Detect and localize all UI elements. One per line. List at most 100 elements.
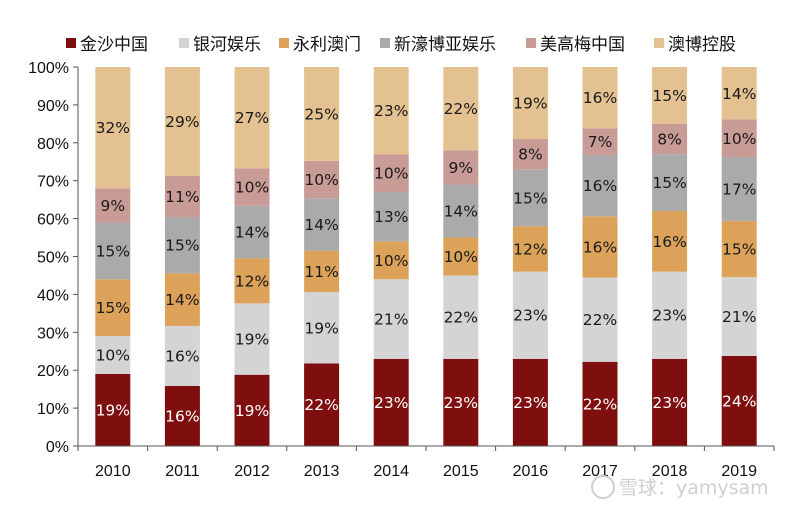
y-tick-label: 20% xyxy=(37,363,69,380)
bar-segment xyxy=(95,373,131,446)
data-label: 16% xyxy=(165,347,199,365)
bar-segment xyxy=(443,150,479,185)
data-label: 16% xyxy=(583,238,617,256)
bar-segment xyxy=(164,67,200,176)
bar-segment xyxy=(95,279,131,337)
data-label: 15% xyxy=(165,237,199,255)
bar-segment xyxy=(512,169,548,227)
y-tick-label: 70% xyxy=(37,174,69,191)
bar-segment xyxy=(304,160,340,199)
bar-segment xyxy=(373,192,409,242)
y-tick-label: 40% xyxy=(37,287,69,304)
bar-segment xyxy=(652,154,688,212)
legend-label-4: 新濠博亚娱乐 xyxy=(394,35,496,55)
data-label: 14% xyxy=(722,85,756,103)
x-tick-label: 2012 xyxy=(234,463,270,480)
data-label: 8% xyxy=(657,131,682,149)
data-label: 15% xyxy=(652,87,686,105)
bar-segment xyxy=(373,279,409,359)
legend-swatch-1 xyxy=(66,38,76,48)
data-label: 10% xyxy=(444,248,478,266)
x-tick-label: 2015 xyxy=(443,463,479,480)
data-label: 23% xyxy=(652,307,686,325)
legend-swatch-4 xyxy=(380,38,390,48)
bar-segment xyxy=(234,67,270,169)
bar-segment xyxy=(652,123,688,155)
legend-swatch-6 xyxy=(654,38,664,48)
data-label: 14% xyxy=(165,291,199,309)
bar-segment xyxy=(95,188,131,223)
data-label: 19% xyxy=(513,95,547,113)
data-label: 16% xyxy=(583,177,617,195)
x-tick-label: 2016 xyxy=(513,463,549,480)
bar-segment xyxy=(443,237,479,276)
bar-segment xyxy=(373,154,409,193)
data-label: 32% xyxy=(96,119,130,137)
bar-segment xyxy=(95,222,131,280)
data-label: 16% xyxy=(165,407,199,425)
bar-segment xyxy=(234,168,270,206)
bar-segment xyxy=(582,67,618,129)
bar-segment xyxy=(582,128,618,156)
bar-segment xyxy=(164,217,200,274)
data-label: 25% xyxy=(304,105,338,123)
bar-segment xyxy=(443,67,479,151)
data-label: 22% xyxy=(304,396,338,414)
bar-segment xyxy=(443,358,479,446)
data-label: 22% xyxy=(444,309,478,327)
bar-segment xyxy=(721,355,757,446)
y-tick-label: 10% xyxy=(37,401,69,418)
y-tick-label: 90% xyxy=(37,98,69,115)
data-label: 19% xyxy=(96,401,130,419)
bar-segment xyxy=(652,271,688,359)
data-label: 19% xyxy=(235,402,269,420)
data-label: 14% xyxy=(235,224,269,242)
data-label: 21% xyxy=(722,308,756,326)
bar-segment xyxy=(373,241,409,280)
bar-segment xyxy=(373,67,409,155)
legend-swatch-2 xyxy=(179,38,189,48)
bar-segment xyxy=(582,216,618,278)
data-label: 11% xyxy=(304,263,338,281)
legend-swatch-5 xyxy=(526,38,536,48)
data-label: 15% xyxy=(722,240,756,258)
bar-segment xyxy=(164,325,200,386)
data-label: 15% xyxy=(513,189,547,207)
bar-segment xyxy=(164,175,200,218)
data-label: 13% xyxy=(374,208,408,226)
data-label: 11% xyxy=(165,188,199,206)
data-label: 17% xyxy=(722,180,756,198)
bar-segment xyxy=(164,273,200,326)
y-tick-label: 100% xyxy=(28,60,69,77)
data-label: 10% xyxy=(235,179,269,197)
bar-segment xyxy=(443,275,479,359)
bar-segment xyxy=(443,184,479,238)
data-label: 9% xyxy=(101,197,126,215)
data-label: 23% xyxy=(513,307,547,325)
bar-segment xyxy=(721,277,757,356)
bar-segment xyxy=(304,363,340,446)
data-label: 23% xyxy=(652,394,686,412)
data-label: 29% xyxy=(165,113,199,131)
bar-segment xyxy=(304,292,340,364)
data-label: 14% xyxy=(304,216,338,234)
x-tick-label: 2019 xyxy=(721,463,757,480)
bar-segment xyxy=(652,211,688,272)
data-label: 15% xyxy=(96,299,130,317)
bar-segment xyxy=(304,250,340,293)
data-label: 15% xyxy=(652,174,686,192)
data-label: 23% xyxy=(374,102,408,120)
legend-label-2: 银河娱乐 xyxy=(193,35,261,55)
legend-label-1: 金沙中国 xyxy=(80,35,148,55)
data-label: 21% xyxy=(374,311,408,329)
data-label: 10% xyxy=(374,252,408,270)
bar-segment xyxy=(582,155,618,217)
legend-label-5: 美高梅中国 xyxy=(540,35,625,55)
x-tick-label: 2010 xyxy=(95,463,131,480)
bar-segment xyxy=(512,67,548,140)
bar-segment xyxy=(652,358,688,446)
data-label: 22% xyxy=(583,311,617,329)
bar-segment xyxy=(512,271,548,359)
data-label: 22% xyxy=(583,395,617,413)
